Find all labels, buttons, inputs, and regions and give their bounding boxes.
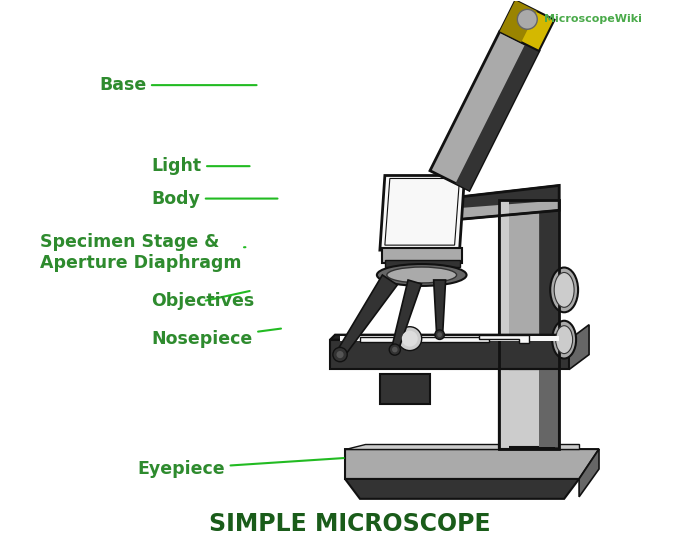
Text: Specimen Stage &
Aperture Diaphragm: Specimen Stage & Aperture Diaphragm bbox=[40, 233, 246, 272]
Polygon shape bbox=[340, 336, 559, 340]
Polygon shape bbox=[345, 444, 579, 449]
Circle shape bbox=[337, 351, 344, 358]
Polygon shape bbox=[360, 337, 489, 342]
Bar bbox=[499, 369, 554, 447]
Polygon shape bbox=[382, 248, 461, 263]
Polygon shape bbox=[330, 334, 569, 340]
Polygon shape bbox=[345, 449, 599, 479]
Ellipse shape bbox=[387, 267, 456, 283]
Text: Body: Body bbox=[151, 190, 277, 207]
Polygon shape bbox=[380, 175, 465, 250]
Ellipse shape bbox=[552, 321, 576, 358]
Polygon shape bbox=[330, 340, 569, 369]
Circle shape bbox=[438, 332, 442, 337]
Ellipse shape bbox=[554, 273, 574, 307]
Polygon shape bbox=[456, 44, 539, 190]
Polygon shape bbox=[391, 280, 421, 351]
Polygon shape bbox=[500, 0, 537, 42]
Circle shape bbox=[517, 9, 538, 29]
Circle shape bbox=[333, 348, 347, 362]
Circle shape bbox=[402, 331, 418, 346]
Text: SIMPLE MICROSCOPE: SIMPLE MICROSCOPE bbox=[209, 512, 491, 536]
Text: Light: Light bbox=[151, 157, 250, 175]
Polygon shape bbox=[380, 375, 430, 405]
Polygon shape bbox=[430, 31, 539, 190]
Polygon shape bbox=[430, 186, 559, 210]
Polygon shape bbox=[569, 325, 589, 369]
Text: Base: Base bbox=[99, 76, 257, 94]
Polygon shape bbox=[579, 449, 599, 497]
Circle shape bbox=[389, 344, 400, 355]
Text: MicroscopeWiki: MicroscopeWiki bbox=[544, 14, 642, 24]
Polygon shape bbox=[499, 200, 544, 449]
Text: Objectives: Objectives bbox=[151, 291, 255, 310]
Text: Eyepiece: Eyepiece bbox=[137, 458, 344, 478]
Polygon shape bbox=[336, 275, 398, 357]
Polygon shape bbox=[480, 334, 529, 343]
Polygon shape bbox=[434, 280, 446, 334]
Ellipse shape bbox=[550, 268, 578, 312]
Polygon shape bbox=[345, 479, 579, 499]
Polygon shape bbox=[539, 200, 559, 449]
Circle shape bbox=[392, 347, 398, 352]
Polygon shape bbox=[385, 179, 460, 245]
Circle shape bbox=[435, 330, 444, 339]
Polygon shape bbox=[430, 186, 559, 220]
Bar bbox=[539, 369, 559, 447]
Text: Nosepiece: Nosepiece bbox=[151, 329, 281, 348]
Polygon shape bbox=[385, 260, 460, 267]
Ellipse shape bbox=[556, 326, 573, 353]
Ellipse shape bbox=[377, 264, 466, 286]
Polygon shape bbox=[499, 200, 510, 449]
Polygon shape bbox=[500, 0, 554, 51]
Circle shape bbox=[398, 327, 421, 351]
